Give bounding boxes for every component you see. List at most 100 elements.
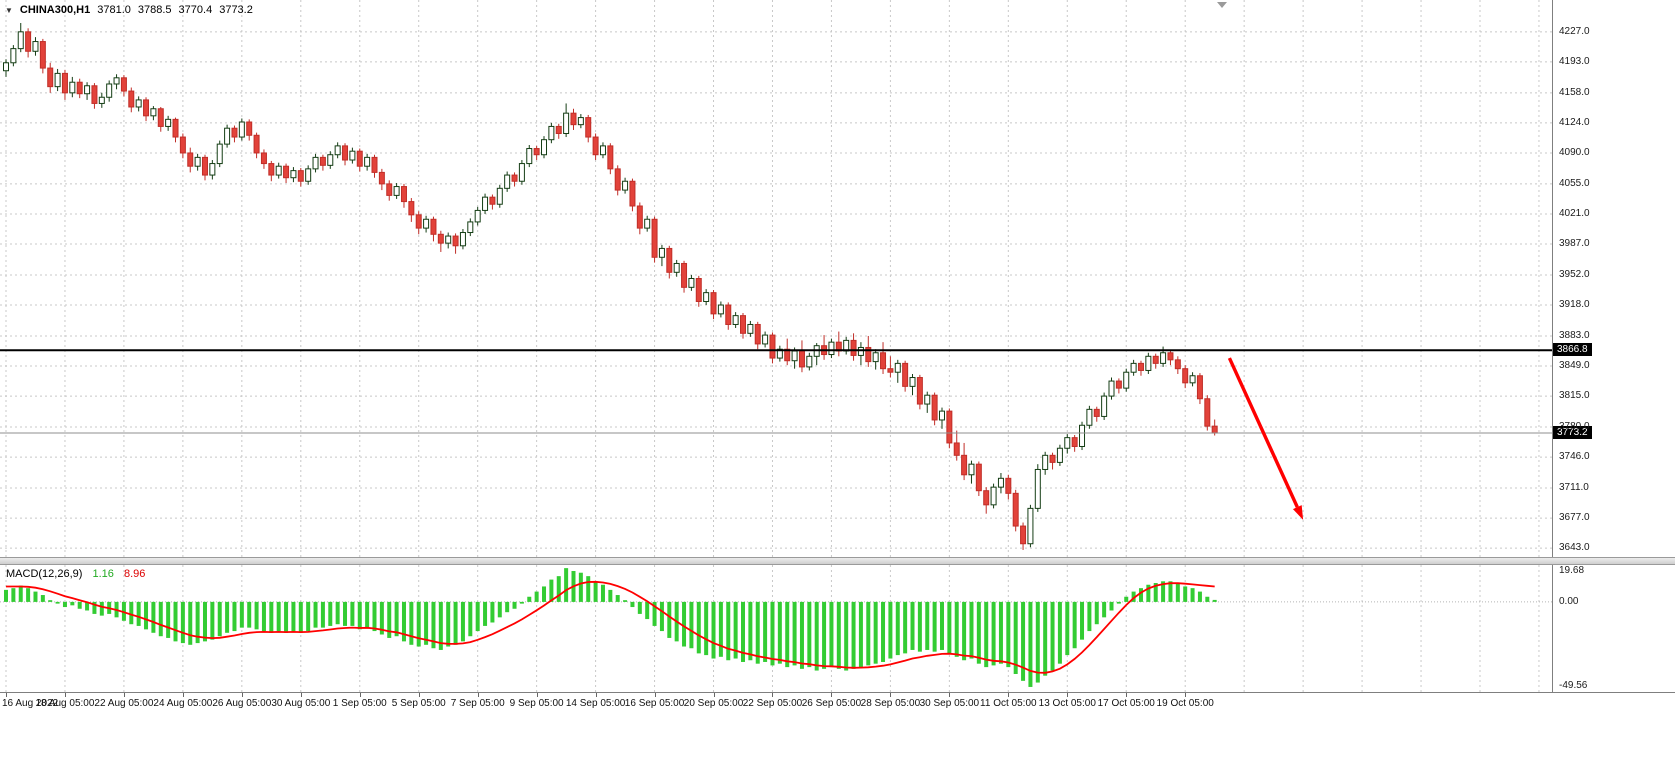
candle-down — [342, 145, 349, 161]
time-axis-tick — [1067, 693, 1069, 697]
candle-up — [113, 77, 120, 85]
candle-up — [1101, 395, 1108, 417]
price-grid — [0, 0, 1552, 557]
macd-bar — [394, 601, 399, 637]
macd-bar — [1013, 601, 1018, 674]
price-axis-label: 3643.0 — [1559, 542, 1590, 554]
macd-bar — [328, 601, 333, 626]
candle-down — [157, 108, 164, 127]
time-axis-label: 5 Sep 05:00 — [391, 698, 446, 709]
candle-down — [260, 152, 267, 165]
macd-bar — [689, 601, 694, 649]
time-axis[interactable]: 16 Aug 2022 18 Aug 05:00 22 Aug 05:00 24 Au… — [0, 692, 1675, 714]
candle-up — [541, 139, 548, 156]
price-axis-label: 3883.0 — [1559, 329, 1590, 341]
macd-bar — [785, 601, 790, 668]
candle-down — [607, 145, 614, 170]
candle-up — [275, 165, 282, 176]
macd-bar — [247, 601, 252, 628]
macd-bar — [85, 601, 90, 611]
time-axis-label: 26 Aug 05:00 — [212, 698, 272, 709]
macd-bar — [387, 601, 392, 638]
candle-up — [393, 186, 400, 196]
price-axis-label: 4158.0 — [1559, 86, 1590, 98]
macd-bar — [932, 601, 937, 652]
macd-bar — [173, 601, 178, 642]
candle-down — [415, 214, 422, 229]
candle-down — [931, 394, 938, 421]
candle-up — [150, 108, 157, 117]
candle-down — [143, 99, 150, 117]
symbol-dropdown-icon[interactable]: ▼ — [5, 5, 13, 15]
candle-up — [577, 117, 584, 126]
price-axis-label: 3987.0 — [1559, 238, 1590, 250]
candle-down — [378, 171, 385, 185]
trend-arrow-object[interactable] — [1227, 357, 1304, 520]
price-axis[interactable]: 3866.8 3773.2 4227.0 4193.0 4158.0 4124.0 40… — [1552, 0, 1675, 557]
candle-up — [732, 315, 739, 325]
macd-bar — [998, 601, 1003, 664]
time-axis-label: 26 Sep 05:00 — [801, 698, 862, 709]
candle-up — [909, 377, 916, 387]
macd-bar — [1109, 601, 1114, 611]
macd-bar — [424, 601, 429, 645]
candle-down — [1012, 492, 1019, 527]
symbol-period: CHINA300,H1 — [19, 4, 91, 16]
price-chart-canvas[interactable] — [0, 0, 1553, 558]
macd-bar — [1006, 601, 1011, 668]
candle-up — [364, 156, 371, 167]
candle-down — [1196, 375, 1203, 400]
ohlc-close: 3773.2 — [219, 4, 253, 16]
candle-up — [563, 112, 570, 135]
candle-up — [1160, 352, 1167, 364]
candle-up — [1034, 468, 1041, 509]
macd-bar — [623, 600, 628, 602]
candle-up — [703, 292, 710, 302]
macd-bar — [26, 588, 31, 602]
candle-up — [194, 156, 201, 167]
macd-bar — [814, 601, 819, 671]
candle-up — [1042, 454, 1049, 470]
time-axis-tick — [1185, 693, 1187, 697]
price-axis-label: 4227.0 — [1559, 25, 1590, 37]
candle-up — [1189, 375, 1196, 384]
price-axis-label: 3815.0 — [1559, 390, 1590, 402]
candle-down — [25, 31, 32, 52]
candle-down — [681, 262, 688, 288]
panel-separator[interactable] — [0, 557, 1675, 565]
candle-up — [467, 221, 474, 234]
candle-down — [1167, 352, 1174, 361]
candle-down — [1071, 437, 1078, 447]
macd-grid — [5, 565, 1540, 692]
price-axis-label: 4055.0 — [1559, 177, 1590, 189]
macd-bar — [1212, 599, 1217, 602]
price-axis-label: 4124.0 — [1559, 116, 1590, 128]
candle-up — [209, 163, 216, 176]
time-axis-label: 18 Aug 05:00 — [35, 698, 95, 709]
time-axis-label: 17 Oct 05:00 — [1097, 698, 1155, 709]
candle-down — [754, 323, 761, 345]
macd-axis[interactable]: 19.68 0.00 -49.56 — [1552, 565, 1675, 692]
candle-down — [511, 174, 518, 182]
time-axis-tick — [1126, 693, 1128, 697]
price-axis-label: 4021.0 — [1559, 207, 1590, 219]
candle-up — [828, 341, 835, 356]
time-axis-label: 30 Sep 05:00 — [919, 698, 980, 709]
time-axis-tick — [595, 693, 597, 697]
price-axis-label: 3711.0 — [1559, 482, 1589, 494]
candle-down — [585, 117, 592, 138]
candle-up — [445, 235, 452, 244]
candle-down — [725, 304, 732, 325]
time-axis-tick — [123, 693, 125, 697]
macd-bar — [70, 601, 75, 606]
candle-up — [1086, 408, 1093, 426]
chart-shift-marker-icon[interactable] — [1217, 2, 1227, 8]
macd-bar — [379, 601, 384, 635]
candle-up — [644, 218, 651, 229]
candle-down — [1020, 525, 1027, 545]
macd-bar — [777, 601, 782, 664]
macd-canvas[interactable] — [0, 565, 1553, 692]
candle-up — [1145, 355, 1152, 371]
arrow-head-icon — [1292, 505, 1304, 520]
time-axis-label: 22 Sep 05:00 — [742, 698, 803, 709]
